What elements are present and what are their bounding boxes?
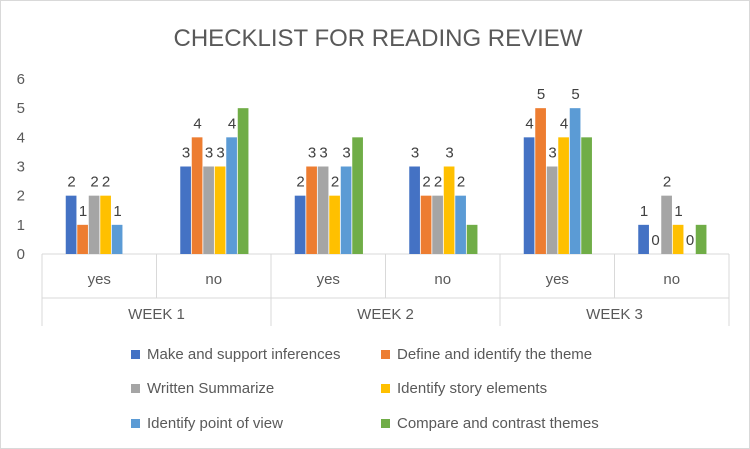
y-tick-label: 4 (17, 129, 25, 146)
data-label: 5 (571, 86, 579, 103)
legend: Make and support inferences Define and id… (131, 346, 599, 432)
bar (455, 195, 466, 254)
bar (226, 137, 237, 254)
bar (191, 137, 203, 254)
data-label: 0 (686, 232, 694, 249)
bar (180, 166, 191, 254)
bar (329, 195, 340, 254)
data-label: 2 (434, 174, 442, 191)
bar (569, 108, 581, 255)
legend-swatch (381, 384, 390, 393)
data-label: 2 (663, 174, 671, 191)
data-label: 1 (640, 203, 648, 220)
data-label: 5 (537, 86, 545, 103)
legend-swatch (131, 350, 140, 359)
bar (214, 166, 226, 254)
legend-label: Written Summarize (147, 380, 274, 397)
data-label: 4 (228, 115, 236, 132)
data-label: 3 (342, 145, 350, 162)
legend-swatch (381, 419, 390, 428)
bar (672, 224, 684, 254)
y-tick-label: 5 (17, 100, 25, 117)
bar (546, 166, 558, 254)
category-label: no (434, 271, 451, 288)
bar (695, 224, 707, 254)
y-tick-label: 3 (17, 159, 25, 176)
legend-label: Make and support inferences (147, 346, 340, 363)
data-label: 3 (445, 145, 453, 162)
category-label: yes (546, 271, 569, 288)
bar (443, 166, 455, 254)
bar (352, 137, 363, 254)
data-label: 3 (319, 145, 327, 162)
data-label: 3 (216, 145, 224, 162)
legend-swatch (131, 419, 140, 428)
data-label: 1 (113, 203, 121, 220)
data-label: 1 (79, 203, 87, 220)
data-label: 0 (651, 232, 659, 249)
bar (523, 137, 535, 254)
bar (111, 224, 123, 254)
bar (661, 195, 672, 254)
category-label: no (205, 271, 222, 288)
bar (306, 166, 317, 254)
y-tick-label: 1 (17, 217, 25, 234)
bar (432, 195, 443, 254)
bar (317, 166, 329, 254)
legend-label: Define and identify the theme (397, 346, 592, 363)
legend-swatch (381, 350, 390, 359)
bar (466, 224, 478, 254)
data-label: 3 (411, 145, 419, 162)
data-label: 1 (674, 203, 682, 220)
y-tick-label: 2 (17, 188, 25, 205)
bar (88, 195, 100, 254)
y-tick-label: 0 (17, 246, 25, 263)
data-label: 2 (422, 174, 430, 191)
data-label: 2 (102, 174, 110, 191)
bar (65, 195, 77, 254)
legend-label: Identify story elements (397, 380, 547, 397)
bar (558, 137, 569, 254)
bar (420, 195, 432, 254)
bar (581, 137, 592, 254)
data-label: 2 (67, 174, 75, 191)
data-label: 2 (296, 174, 304, 191)
category-label: yes (88, 271, 111, 288)
data-label: 3 (308, 145, 316, 162)
group-label: WEEK 2 (357, 306, 414, 323)
group-label: WEEK 3 (586, 306, 643, 323)
bar (340, 166, 352, 254)
chart-title: CHECKLIST FOR READING REVIEW (174, 25, 583, 52)
category-label: yes (317, 271, 340, 288)
bar (100, 195, 111, 254)
bar (77, 224, 88, 254)
data-label: 2 (331, 174, 339, 191)
data-label: 2 (457, 174, 465, 191)
category-label: no (663, 271, 680, 288)
bar (535, 108, 546, 255)
bar (203, 166, 214, 254)
bar (294, 195, 306, 254)
data-label: 3 (205, 145, 213, 162)
bar (237, 108, 249, 255)
data-label: 3 (548, 145, 556, 162)
bar (409, 166, 420, 254)
data-label: 4 (525, 115, 533, 132)
y-tick-label: 6 (17, 71, 25, 88)
legend-swatch (131, 384, 140, 393)
legend-label: Identify point of view (147, 415, 283, 432)
data-label: 3 (182, 145, 190, 162)
data-label: 4 (193, 115, 201, 132)
data-label: 2 (90, 174, 98, 191)
legend-label: Compare and contrast themes (397, 415, 599, 432)
bars-layer (65, 108, 707, 255)
data-label: 4 (560, 115, 568, 132)
bar (638, 224, 649, 254)
group-label: WEEK 1 (128, 306, 185, 323)
